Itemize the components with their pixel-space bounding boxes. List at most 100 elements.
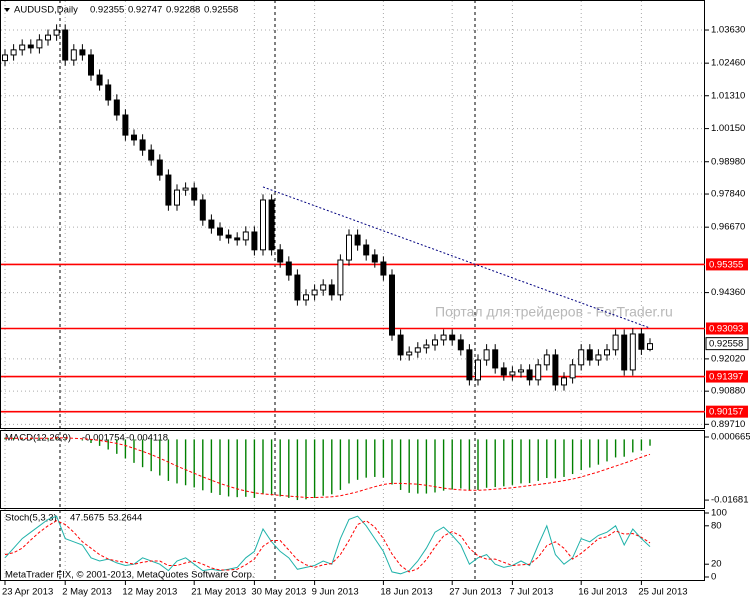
level-label: 0.95355 [709,259,743,270]
x-tick-label: 21 May 2013 [191,587,246,598]
candle-body [191,187,198,201]
candle-body [156,159,163,176]
candle-body [423,344,430,349]
candle-body [363,244,370,256]
candle-body [535,364,542,381]
x-tick-label: 7 Jul 2013 [509,587,553,598]
y-tick-label: 0.000665 [711,432,750,443]
candle-body [148,149,155,161]
candle-body [380,261,387,276]
candle-body [483,349,490,361]
candle-body [629,333,636,371]
level-label-box [706,405,748,418]
candle-body [131,134,137,141]
y-tick-label: 0.96670 [711,222,745,233]
x-tick-label: 18 Jun 2013 [380,587,432,598]
candle-body [406,351,413,356]
level-label-box [706,370,748,383]
candle-body [88,54,94,76]
y-tick-label: 1.02460 [711,58,745,69]
stoch-k-value: 47.5675 [70,513,104,524]
candle-body [225,234,232,239]
candle-body [509,371,516,376]
candle-body [354,234,361,246]
candle-body [397,334,404,356]
candle-body [311,289,318,296]
trend-line [262,186,651,329]
macd-signal-value: -0.004118 [126,433,168,444]
candle-body [457,339,464,351]
x-tick-label: 27 Jun 2013 [449,587,501,598]
y-tick-label: 0.97840 [711,189,745,200]
candle-body [45,34,51,41]
candle-body [2,54,8,62]
candle-body [328,284,335,296]
candle-body [543,354,550,366]
candle-body [492,349,499,369]
candle-body [518,369,524,373]
candle-body [19,44,26,51]
x-tick-label: 9 Jun 2013 [312,587,359,598]
candle-body [285,261,292,276]
candle-body [552,354,559,386]
candle-body [268,199,275,251]
candle-body [320,284,327,291]
candle-body [96,74,103,86]
level-label-box [706,322,748,335]
chart-title: AUDUSD,Daily [14,5,78,16]
candle-body [466,349,473,381]
header-high: 0.92747 [128,5,162,16]
candle-body [105,84,112,101]
price-label: 0.92558 [709,339,743,350]
candle-body [79,49,86,56]
candle-body [242,231,249,241]
candle-body [234,237,241,241]
candle-body [414,347,421,353]
candle-body [27,44,34,49]
candle-body [10,49,17,56]
candle-body [647,343,653,350]
candle-body [371,254,378,263]
y-tick-label: 0 [711,572,716,583]
candle-body [595,354,602,361]
stoch-title: Stoch(5,3,3) [5,513,57,524]
y-tick-label: 0.98980 [711,156,745,167]
stoch-panel [0,510,705,581]
header-open: 0.92355 [90,5,124,16]
candle-body [578,349,585,366]
candle-body [294,274,301,301]
candle-body [139,139,146,151]
level-label: 0.91397 [709,372,743,383]
y-tick-label: 1.03630 [711,25,745,36]
x-tick-label: 25 Jul 2013 [638,587,687,598]
candle-body [303,294,309,301]
signal-line [5,437,651,498]
candle-body [526,369,533,381]
candle-body [621,334,628,371]
level-label: 0.93093 [709,324,743,335]
y-tick-label: 100 [711,508,727,519]
candle-body [440,334,447,341]
x-tick-label: 30 May 2013 [251,587,306,598]
y-tick-label: 20 [711,559,722,570]
y-tick-label: 0.92020 [711,353,745,364]
macd-panel [0,430,705,509]
candle-body [199,199,206,221]
candle-body [569,364,576,379]
candle-body [70,49,77,61]
candle-body [217,227,223,236]
candle-body [53,29,60,36]
candle-body [638,333,645,350]
level-label: 0.90157 [709,407,743,418]
header-close: 0.92558 [204,5,238,16]
stoch-d-value: 53.2644 [108,513,142,524]
main-panel [0,0,705,429]
candle-body [432,339,438,346]
candle-body [389,274,395,336]
stoch-k-line [4,515,651,575]
price-label-box [705,337,749,351]
candle-body [36,39,43,49]
candle-body [208,219,215,229]
footer: MetaTrader FIX, © 2001-2013, MetaQuotes … [5,570,255,581]
